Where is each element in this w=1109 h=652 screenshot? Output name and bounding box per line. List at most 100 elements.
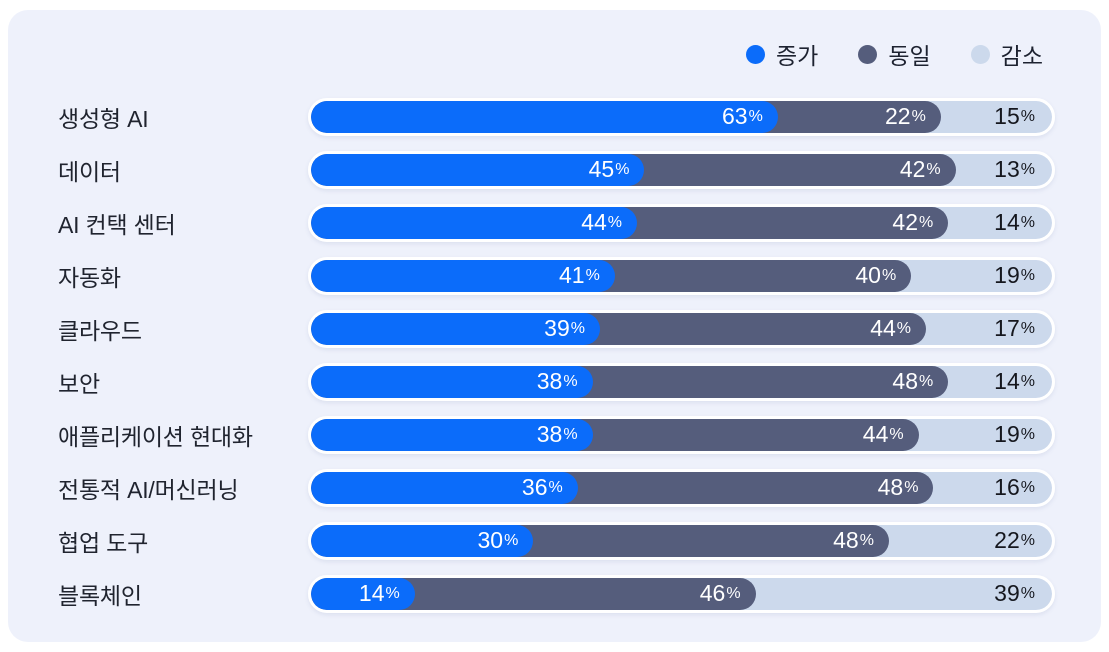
segment-value: 22 — [994, 527, 1020, 553]
segment-value: 19 — [994, 262, 1020, 288]
stacked-bar: 39% 46% 14% — [308, 574, 1055, 613]
percent-sign: % — [919, 213, 934, 231]
chart-row: 데이터 13% 42% 45% — [58, 143, 1055, 196]
segment-increase: 30% — [311, 524, 534, 557]
stacked-bar: 14% 48% 38% — [308, 362, 1055, 401]
category-label: 클라우드 — [58, 317, 142, 344]
legend-label-decrease: 감소 — [1000, 43, 1043, 69]
stacked-bar: 22% 48% 30% — [308, 521, 1055, 560]
stacked-bar: 14% 42% 44% — [308, 203, 1055, 242]
segment-value: 39 — [994, 580, 1020, 606]
chart-row: 애플리케이션 현대화 19% 44% 38% — [58, 408, 1055, 461]
chart-row: 협업 도구 22% 48% 30% — [58, 514, 1055, 567]
segment-value: 44 — [862, 421, 889, 447]
segment-increase: 36% — [311, 471, 578, 504]
stacked-bar: 19% 40% 41% — [308, 256, 1055, 295]
category-label: 협업 도구 — [58, 529, 149, 556]
category-label: AI 컨택 센터 — [58, 211, 176, 238]
chart-row: 클라우드 17% 44% 39% — [58, 302, 1055, 355]
segment-value: 14 — [994, 368, 1020, 394]
percent-sign: % — [607, 213, 623, 231]
percent-sign: % — [1020, 266, 1035, 284]
percent-sign: % — [1020, 478, 1035, 496]
segment-value: 14 — [994, 209, 1020, 235]
percent-sign: % — [1020, 213, 1035, 231]
legend-label-increase: 증가 — [776, 43, 819, 69]
segment-value: 48 — [833, 527, 859, 553]
percent-sign: % — [570, 319, 585, 337]
percent-sign: % — [896, 319, 912, 337]
legend-item-same: 동일 — [858, 37, 931, 71]
category-label: 전통적 AI/머신러닝 — [58, 476, 239, 503]
percent-sign: % — [748, 107, 763, 125]
percent-sign: % — [881, 266, 897, 284]
chart-row: AI 컨택 센터 14% 42% 44% — [58, 196, 1055, 249]
percent-sign: % — [1020, 160, 1035, 178]
stacked-bar: 13% 42% 45% — [308, 150, 1055, 189]
segment-value: 15 — [994, 103, 1020, 129]
segment-value: 45 — [588, 156, 615, 182]
percent-sign: % — [1020, 531, 1035, 549]
percent-sign: % — [1020, 319, 1035, 337]
category-label: 자동화 — [58, 264, 121, 291]
segment-value: 22 — [885, 103, 911, 129]
segment-increase: 45% — [311, 153, 645, 186]
stacked-bar: 15% 22% 63% — [308, 97, 1055, 136]
percent-sign: % — [585, 266, 600, 284]
chart-row: 자동화 19% 40% 41% — [58, 249, 1055, 302]
legend: 증가 동일 감소 — [58, 37, 1055, 71]
segment-value: 19 — [994, 421, 1020, 447]
segment-value: 46 — [699, 580, 726, 606]
segment-value: 39 — [544, 315, 570, 341]
chart-card: 증가 동일 감소 생성형 AI 15% 22% 63% 데이터 13% 42% 45% AI 컨… — [8, 10, 1101, 642]
segment-value: 38 — [536, 368, 563, 394]
segment-value: 16 — [994, 474, 1020, 500]
segment-increase: 14% — [311, 577, 415, 610]
segment-value: 42 — [892, 209, 919, 235]
legend-item-decrease: 감소 — [970, 37, 1043, 71]
segment-increase: 41% — [311, 259, 615, 292]
legend-dot-increase-icon — [746, 44, 766, 64]
segment-value: 13 — [994, 156, 1020, 182]
percent-sign: % — [889, 425, 904, 443]
percent-sign: % — [563, 372, 578, 390]
segment-value: 44 — [581, 209, 607, 235]
category-label: 생성형 AI — [58, 105, 149, 132]
segment-value: 36 — [521, 474, 548, 500]
percent-sign: % — [504, 531, 519, 549]
percent-sign: % — [911, 107, 926, 125]
segment-increase: 38% — [311, 418, 593, 451]
chart-row: 생성형 AI 15% 22% 63% — [58, 90, 1055, 143]
legend-item-increase: 증가 — [746, 37, 818, 71]
segment-value: 17 — [994, 315, 1020, 341]
percent-sign: % — [548, 478, 563, 496]
segment-value: 38 — [536, 421, 563, 447]
legend-dot-same-icon — [858, 44, 878, 64]
stacked-bar: 19% 44% 38% — [308, 415, 1055, 454]
segment-value: 48 — [877, 474, 904, 500]
stacked-bar: 17% 44% 39% — [308, 309, 1055, 348]
segment-value: 48 — [892, 368, 919, 394]
percent-sign: % — [859, 531, 874, 549]
percent-sign: % — [1020, 107, 1035, 125]
legend-dot-decrease-icon — [970, 44, 990, 64]
chart-row: 보안 14% 48% 38% — [58, 355, 1055, 408]
percent-sign: % — [904, 478, 919, 496]
percent-sign: % — [1020, 372, 1035, 390]
chart-row: 블록체인 39% 46% 14% — [58, 567, 1055, 620]
segment-increase: 63% — [311, 100, 778, 133]
stacked-bar: 16% 48% 36% — [308, 468, 1055, 507]
percent-sign: % — [1020, 584, 1035, 602]
segment-value: 63 — [722, 103, 748, 129]
segment-value: 40 — [855, 262, 881, 288]
segment-value: 41 — [558, 262, 585, 288]
segment-value: 44 — [870, 315, 896, 341]
segment-value: 30 — [477, 527, 504, 553]
percent-sign: % — [1020, 425, 1035, 443]
segment-value: 42 — [899, 156, 926, 182]
chart-row: 전통적 AI/머신러닝 16% 48% 36% — [58, 461, 1055, 514]
category-label: 블록체인 — [58, 582, 142, 609]
percent-sign: % — [919, 372, 934, 390]
percent-sign: % — [726, 584, 741, 602]
percent-sign: % — [926, 160, 941, 178]
